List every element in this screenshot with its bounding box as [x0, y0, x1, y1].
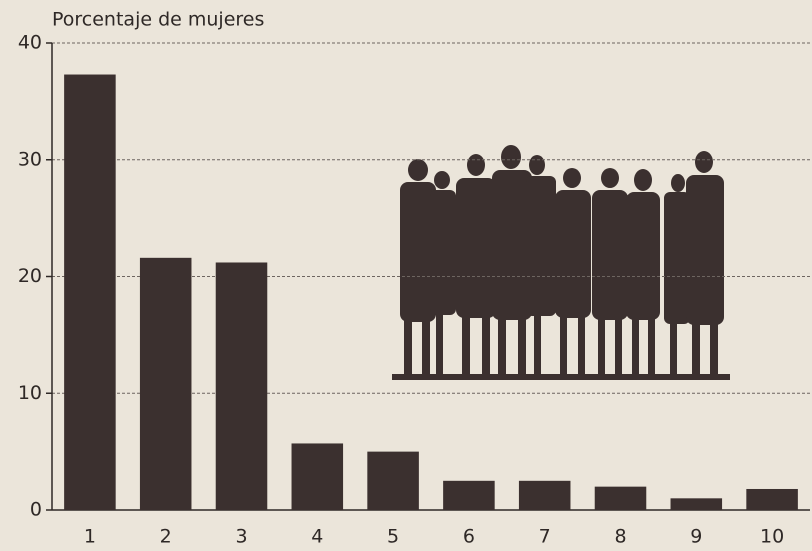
x-tick-label: 1 — [84, 526, 96, 548]
y-tick-label: 10 — [18, 382, 42, 404]
bar — [670, 498, 723, 510]
x-tick-label: 9 — [690, 526, 702, 548]
bar — [518, 480, 571, 510]
y-tick-label: 30 — [18, 148, 42, 170]
bar — [367, 451, 419, 510]
x-tick-label: 4 — [311, 526, 323, 548]
y-tick-label: 20 — [18, 265, 42, 287]
bar — [443, 480, 495, 510]
bar — [139, 257, 192, 510]
x-tick-label: 2 — [160, 526, 172, 548]
x-tick-label: 3 — [235, 526, 247, 548]
silhouette-illustration — [392, 145, 730, 380]
bar — [594, 486, 647, 510]
x-tick-label: 5 — [387, 526, 399, 548]
bar — [215, 262, 268, 510]
y-axis-title: Porcentaje de mujeres — [52, 9, 264, 31]
x-tick-label: 10 — [760, 526, 784, 548]
y-tick-label: 0 — [30, 499, 42, 521]
x-tick-label: 6 — [463, 526, 475, 548]
bar — [64, 74, 116, 511]
bar — [291, 443, 344, 510]
bar — [746, 488, 798, 510]
y-tick-label: 40 — [18, 32, 42, 54]
x-tick-label: 7 — [539, 526, 551, 548]
x-tick-label: 8 — [614, 526, 626, 548]
